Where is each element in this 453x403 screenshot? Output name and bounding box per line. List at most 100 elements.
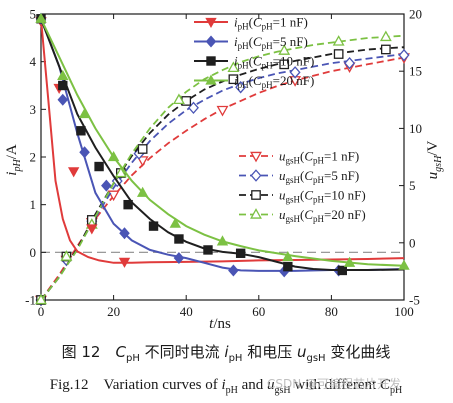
legend-label: ipH(CpH=1 nF) bbox=[234, 15, 308, 32]
current-data-point bbox=[337, 265, 347, 276]
current-data-point bbox=[119, 227, 130, 240]
legend-label: ugsH(CpH=5 nF) bbox=[279, 168, 359, 185]
current-data-point bbox=[86, 224, 98, 235]
legend-marker bbox=[205, 74, 217, 85]
legend-marker bbox=[206, 56, 216, 66]
legend-label: ipH(CpH=5 nF) bbox=[234, 34, 308, 51]
y-left-tick-label: 0 bbox=[30, 245, 37, 260]
y-right-tick-label: 15 bbox=[409, 64, 422, 79]
legend: ipH(CpH=1 nF) ipH(CpH=5 nF) ipH(CpH=10 nF)… bbox=[194, 15, 366, 224]
legend-item-current-4: ipH(CpH=20 nF) bbox=[194, 73, 314, 90]
y-left-tick-label: -1 bbox=[25, 293, 36, 308]
current-data-point bbox=[57, 69, 69, 81]
legend-marker bbox=[205, 35, 217, 48]
legend-item-current-2: ipH(CpH=5 nF) bbox=[194, 34, 308, 51]
voltage-data-point bbox=[107, 190, 120, 202]
voltage-data-point bbox=[380, 44, 391, 55]
y-right-tick-label: 0 bbox=[409, 235, 416, 250]
x-axis-title: t/ns bbox=[209, 316, 231, 332]
current-data-point bbox=[107, 150, 120, 162]
legend-label: ugsH(CpH=10 nF) bbox=[279, 188, 366, 205]
voltage-data-point bbox=[235, 80, 247, 94]
current-data-point bbox=[148, 221, 159, 231]
voltage-curve-line bbox=[40, 34, 405, 301]
voltage-data-point bbox=[332, 35, 345, 46]
current-series-4 bbox=[35, 12, 410, 270]
voltage-data-point bbox=[137, 144, 148, 154]
current-data-point bbox=[174, 234, 184, 244]
x-tick-label: 40 bbox=[180, 304, 193, 319]
legend-item-voltage-3: ugsH(CpH=10 nF) bbox=[239, 188, 366, 205]
current-series-1 bbox=[35, 17, 405, 268]
legend-label: ipH(CpH=20 nF) bbox=[234, 73, 314, 90]
current-data-point bbox=[76, 126, 86, 136]
legend-label: ugsH(CpH=20 nF) bbox=[279, 207, 366, 224]
voltage-data-point bbox=[289, 66, 301, 79]
current-data-point bbox=[282, 251, 294, 262]
voltage-data-point bbox=[216, 105, 229, 117]
voltage-data-point bbox=[136, 156, 149, 167]
voltage-data-point bbox=[173, 93, 185, 105]
legend-marker bbox=[205, 17, 217, 29]
current-data-point bbox=[123, 199, 133, 210]
y-right-tick-label: -5 bbox=[409, 293, 420, 308]
voltage-data-point bbox=[227, 61, 240, 72]
current-data-point bbox=[228, 264, 239, 277]
current-data-point bbox=[173, 252, 185, 265]
current-data-point bbox=[216, 235, 229, 246]
voltage-data-point bbox=[333, 49, 344, 59]
current-data-point bbox=[136, 186, 149, 197]
current-series-2 bbox=[35, 12, 405, 278]
legend-marker bbox=[250, 169, 262, 182]
voltage-data-point bbox=[35, 293, 47, 305]
voltage-data-point bbox=[228, 74, 239, 85]
current-data-point bbox=[58, 80, 68, 91]
y-left-tick-label: 2 bbox=[30, 150, 37, 165]
current-data-point bbox=[283, 261, 293, 272]
current-curve-line bbox=[40, 18, 405, 272]
current-data-point bbox=[343, 256, 356, 267]
x-tick-label: 0 bbox=[38, 304, 45, 319]
legend-item-voltage-1: ugsH(CpH=1 nF) bbox=[239, 149, 359, 166]
current-data-point bbox=[35, 12, 47, 23]
legend-marker bbox=[250, 208, 262, 219]
voltage-data-point bbox=[114, 166, 127, 178]
legend-label: ugsH(CpH=1 nF) bbox=[279, 149, 359, 166]
voltage-data-point bbox=[278, 44, 291, 55]
legend-item-voltage-4: ugsH(CpH=20 nF) bbox=[239, 207, 366, 224]
chart-curves bbox=[35, 12, 410, 307]
legend-item-current-3: ipH(CpH=10 nF) bbox=[194, 54, 314, 71]
legend-marker bbox=[250, 151, 262, 163]
current-data-point bbox=[94, 161, 104, 172]
y-left-tick-label: 1 bbox=[30, 197, 37, 212]
voltage-data-point bbox=[187, 101, 199, 115]
current-data-point bbox=[78, 108, 91, 119]
caption-english: Fig.12 Variation curves of ipH and ugsH … bbox=[50, 377, 402, 396]
legend-item-voltage-2: ugsH(CpH=5 nF) bbox=[239, 168, 359, 185]
legend-label: ipH(CpH=10 nF) bbox=[234, 54, 314, 71]
current-data-point bbox=[67, 167, 80, 178]
y-left-tick-label: 4 bbox=[30, 54, 37, 69]
x-tick-label: 80 bbox=[325, 304, 338, 319]
voltage-data-point bbox=[60, 250, 73, 261]
current-curve-line bbox=[40, 18, 405, 267]
y-right-tick-label: 10 bbox=[409, 121, 422, 136]
current-data-point bbox=[398, 259, 410, 270]
current-data-point bbox=[118, 257, 131, 268]
current-data-point bbox=[57, 93, 69, 106]
y-left-tick-label: 5 bbox=[30, 7, 37, 22]
y-left-tick-label: 3 bbox=[30, 102, 37, 117]
current-series-3 bbox=[36, 14, 405, 276]
x-tick-label: 100 bbox=[394, 304, 414, 319]
current-data-point bbox=[169, 217, 181, 228]
y-right-tick-label: 5 bbox=[409, 178, 416, 193]
voltage-data-point bbox=[344, 56, 356, 70]
current-data-point bbox=[79, 146, 90, 159]
voltage-data-point bbox=[379, 30, 392, 42]
current-data-point bbox=[203, 245, 213, 255]
y-axis-right-title: ugsH/V bbox=[425, 141, 444, 180]
x-tick-label: 60 bbox=[252, 304, 265, 319]
legend-item-current-1: ipH(CpH=1 nF) bbox=[194, 15, 308, 32]
